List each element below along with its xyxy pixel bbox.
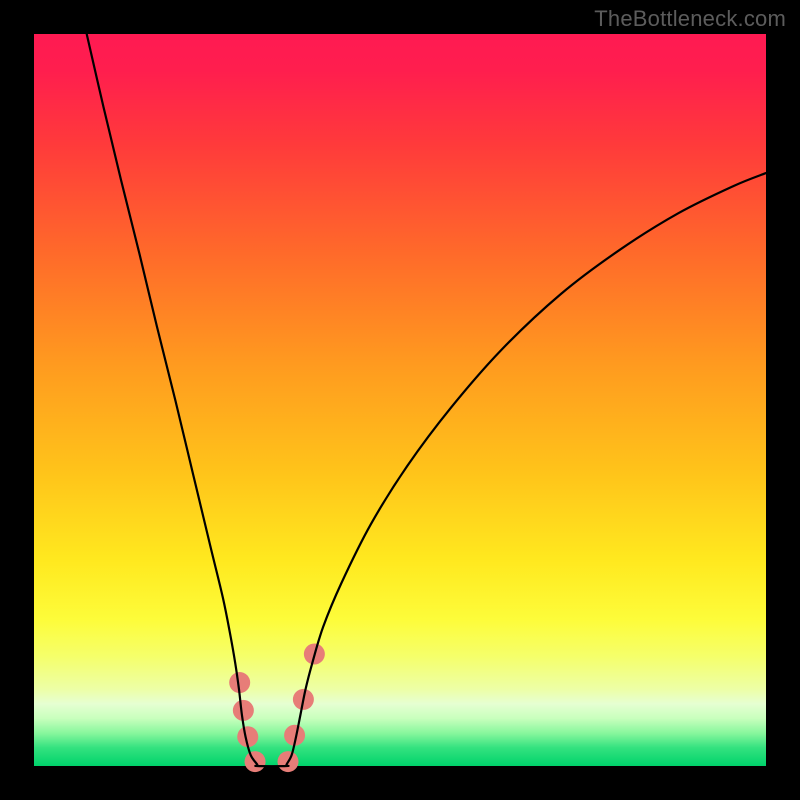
curve-layer xyxy=(34,34,766,766)
bottleneck-curve xyxy=(87,34,766,766)
chart-stage: TheBottleneck.com xyxy=(0,0,800,800)
watermark-label: TheBottleneck.com xyxy=(594,6,786,32)
curve-markers-left xyxy=(229,672,265,772)
